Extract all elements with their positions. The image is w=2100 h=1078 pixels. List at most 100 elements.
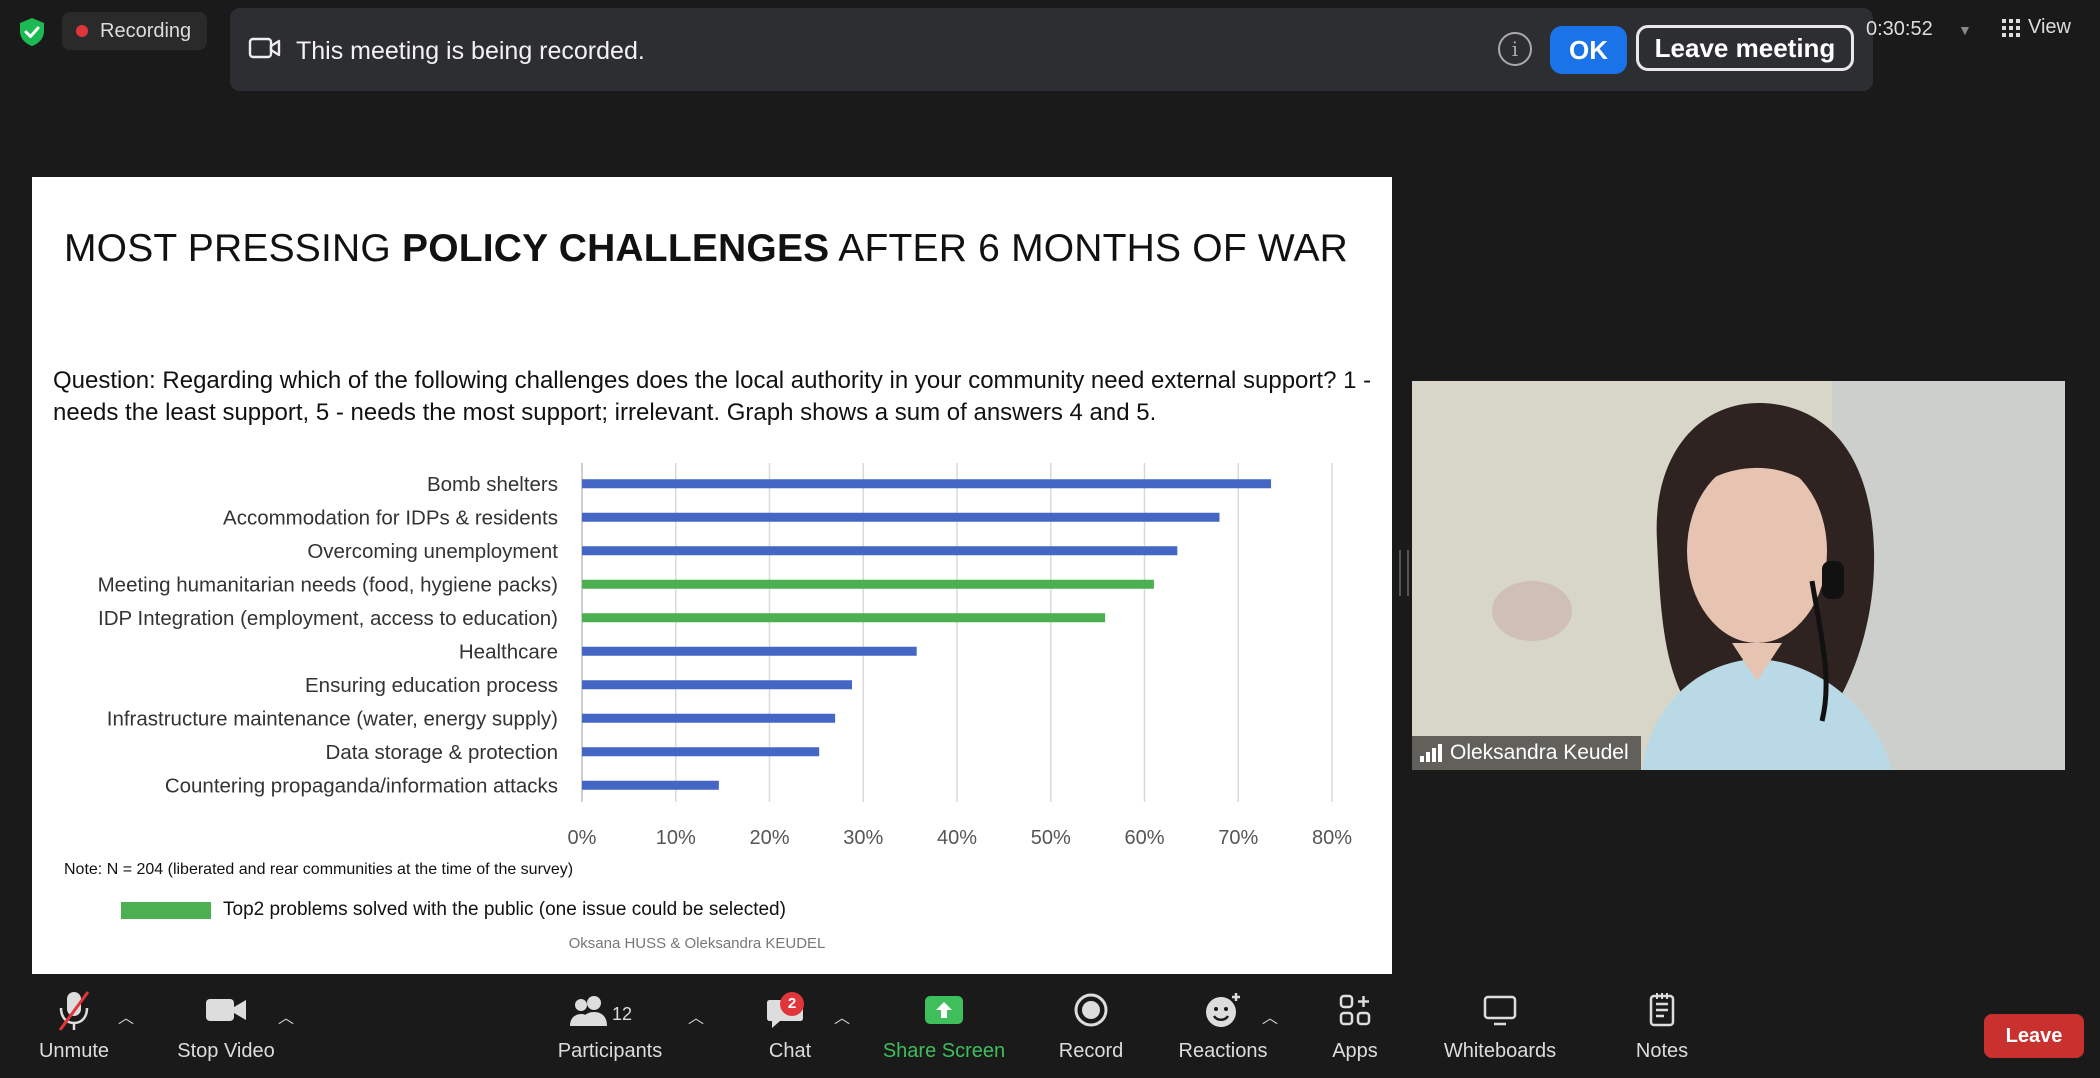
- x-tick-label: 70%: [1218, 827, 1258, 847]
- audio-options-caret-icon[interactable]: ︿: [118, 1010, 135, 1027]
- participants-caret-icon[interactable]: ︿: [688, 1010, 705, 1027]
- bar: [582, 613, 1106, 623]
- x-tick-label: 40%: [937, 827, 977, 847]
- category-label: Healthcare: [459, 640, 558, 663]
- category-label: Overcoming unemployment: [307, 540, 558, 563]
- shared-screen-slide: MOST PRESSING POLICY CHALLENGES AFTER 6 …: [32, 177, 1392, 974]
- participants-icon: [570, 996, 607, 1026]
- reactions-caret-icon[interactable]: ︿: [1262, 1010, 1279, 1027]
- apps-button[interactable]: Apps: [1285, 982, 1425, 1063]
- timer-dropdown-icon[interactable]: ▼: [1958, 22, 1972, 38]
- apps-icon: [1339, 994, 1371, 1026]
- meeting-timer: 0:30:52: [1866, 18, 1933, 40]
- x-tick-label: 0%: [568, 827, 597, 847]
- x-tick-label: 20%: [749, 827, 789, 847]
- chart-legend: Top2 problems solved with the public (on…: [121, 899, 786, 921]
- record-dot-icon: [76, 25, 88, 37]
- security-shield-icon[interactable]: [16, 16, 48, 48]
- video-options-caret-icon[interactable]: ︿: [278, 1010, 295, 1027]
- record-button[interactable]: Record: [1021, 982, 1161, 1063]
- leave-meeting-button[interactable]: Leave meeting: [1636, 25, 1854, 71]
- microphone-muted-icon: [58, 991, 90, 1031]
- survey-question: Question: Regarding which of the followi…: [53, 367, 1372, 426]
- slide-title-pre: MOST PRESSING: [64, 227, 402, 270]
- whiteboards-label: Whiteboards: [1443, 1040, 1557, 1062]
- participants-button[interactable]: 12 Participants: [540, 982, 680, 1063]
- chat-button[interactable]: 2 Chat: [720, 982, 860, 1063]
- leave-button[interactable]: Leave: [1984, 1014, 2084, 1058]
- participant-name: Oleksandra Keudel: [1450, 741, 1629, 764]
- whiteboard-icon: [1483, 995, 1517, 1026]
- info-icon[interactable]: i: [1498, 32, 1532, 66]
- category-label: Ensuring education process: [305, 674, 558, 697]
- category-label: Data storage & protection: [326, 741, 558, 764]
- category-label: Infrastructure maintenance (water, energ…: [107, 707, 558, 730]
- x-tick-label: 30%: [843, 827, 883, 847]
- unmute-button[interactable]: Unmute: [4, 982, 144, 1063]
- split-view-drag-handle[interactable]: [1399, 550, 1409, 596]
- category-label: Accommodation for IDPs & residents: [223, 506, 558, 529]
- recording-label: Recording: [100, 19, 192, 42]
- x-tick-label: 10%: [656, 827, 696, 847]
- reactions-label: Reactions: [1178, 1040, 1268, 1062]
- apps-label: Apps: [1332, 1040, 1378, 1062]
- share-screen-label: Share Screen: [882, 1040, 1006, 1062]
- notes-icon: [1649, 993, 1675, 1027]
- bar: [582, 579, 1154, 589]
- record-label: Record: [1058, 1040, 1124, 1062]
- participants-label: Participants: [557, 1040, 663, 1062]
- bar: [582, 713, 836, 723]
- chat-label: Chat: [768, 1040, 812, 1062]
- unmute-label: Unmute: [38, 1040, 110, 1062]
- category-label: Countering propaganda/information attack…: [165, 774, 558, 797]
- x-tick-label: 80%: [1312, 827, 1352, 847]
- chat-unread-badge: 2: [780, 992, 804, 1016]
- notes-label: Notes: [1635, 1040, 1689, 1062]
- bar: [582, 747, 820, 757]
- policy-challenges-bar-chart: 0% 10% 20% 30% 40% 50% 60% 70% 80% Bomb shelters A…: [98, 463, 1352, 847]
- participants-count: 12: [612, 1004, 633, 1024]
- x-tick-label: 50%: [1031, 827, 1071, 847]
- notes-button[interactable]: Notes: [1592, 982, 1732, 1063]
- slide-title-bold: POLICY CHALLENGES: [401, 227, 830, 270]
- bar: [582, 479, 1272, 489]
- recording-indicator[interactable]: Recording: [62, 12, 208, 50]
- legend-swatch-green: [121, 901, 211, 919]
- legend-label: Top2 problems solved with the public (on…: [223, 899, 786, 920]
- share-screen-icon: [925, 996, 963, 1024]
- recording-notice-banner: This meeting is being recorded. i OK Lea…: [230, 8, 1873, 91]
- meeting-toolbar: Unmute ︿ Stop Video ︿ 12 Participants ︿ …: [0, 982, 2100, 1078]
- bar: [582, 546, 1178, 556]
- ok-button[interactable]: OK: [1550, 26, 1627, 74]
- stop-video-label: Stop Video: [177, 1040, 275, 1062]
- recording-notice-text: This meeting is being recorded.: [296, 37, 645, 65]
- view-button[interactable]: View: [2002, 16, 2071, 39]
- slide-credit: Oksana HUSS & Oleksandra KEUDEL: [568, 935, 826, 952]
- category-label: Meeting humanitarian needs (food, hygien…: [98, 573, 558, 596]
- view-label: View: [2028, 16, 2071, 38]
- chat-caret-icon[interactable]: ︿: [834, 1010, 851, 1027]
- participant-video-tile[interactable]: Oleksandra Keudel: [1412, 381, 2065, 770]
- record-icon: [1074, 993, 1108, 1027]
- participant-name-tag: Oleksandra Keudel: [1412, 736, 1641, 770]
- bar: [582, 680, 852, 690]
- slide-title: MOST PRESSING POLICY CHALLENGES AFTER 6 …: [64, 227, 1348, 271]
- video-camera-icon: [206, 999, 246, 1021]
- x-tick-label: 60%: [1124, 827, 1164, 847]
- bar: [582, 780, 719, 790]
- smiley-plus-icon: [1206, 993, 1240, 1027]
- participant-video-image: [1412, 381, 2065, 770]
- video-camera-icon: [248, 37, 281, 59]
- bar: [582, 512, 1220, 522]
- reactions-button[interactable]: Reactions: [1153, 982, 1293, 1063]
- stop-video-button[interactable]: Stop Video: [156, 982, 296, 1063]
- sample-note: Note: N = 204 (liberated and rear commun…: [64, 861, 574, 878]
- share-screen-button[interactable]: Share Screen: [874, 982, 1014, 1063]
- bar: [582, 646, 917, 656]
- slide-title-post: AFTER 6 MONTHS OF WAR: [829, 227, 1349, 270]
- whiteboards-button[interactable]: Whiteboards: [1430, 982, 1570, 1063]
- category-label: Bomb shelters: [427, 473, 558, 496]
- category-label: IDP Integration (employment, access to e…: [98, 607, 558, 630]
- grid-icon: [2002, 18, 2020, 37]
- signal-strength-icon: [1420, 744, 1442, 762]
